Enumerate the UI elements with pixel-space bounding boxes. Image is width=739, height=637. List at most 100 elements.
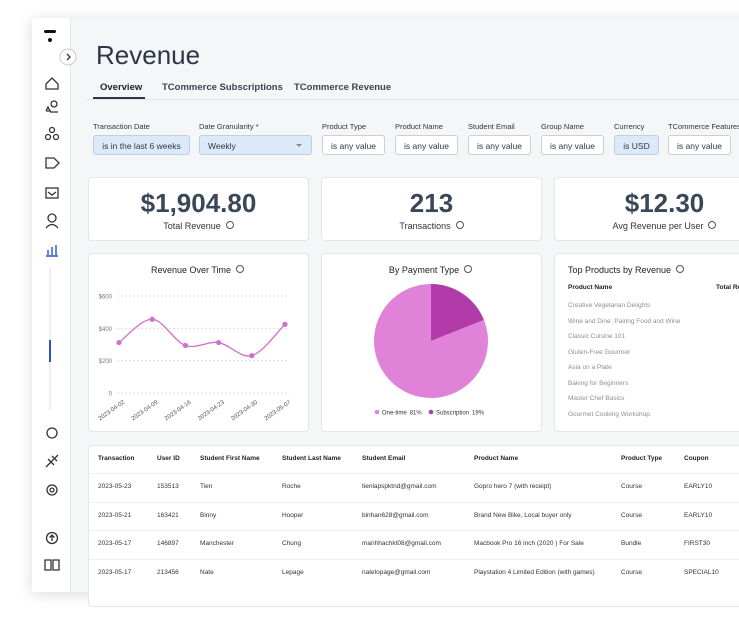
- x-tick-label: 2023-04-02: [98, 399, 127, 422]
- filter-input[interactable]: is any value: [322, 135, 385, 155]
- table-cell: Roche: [282, 483, 301, 490]
- table-cell: Lepage: [282, 569, 304, 577]
- x-tick-label: 2023-05-07: [264, 399, 293, 422]
- table-cell: Brand New Bike, Local buyer only: [474, 511, 572, 519]
- table-cell: Course: [621, 511, 642, 519]
- kpi-value: $1,904.80: [140, 188, 257, 218]
- tab[interactable]: TCommerce Subscriptions: [162, 82, 283, 93]
- product-name: Asia on a Plate: [568, 364, 612, 371]
- mail-icon[interactable]: [45, 187, 59, 199]
- filter-input[interactable]: is in the last 6 weeks: [93, 135, 190, 155]
- home-icon[interactable]: [45, 77, 59, 90]
- tab[interactable]: Overview: [100, 82, 143, 93]
- chart-title: Revenue Over Time: [88, 265, 307, 275]
- integrations-icon[interactable]: [45, 454, 59, 468]
- analytics-icon[interactable]: [46, 245, 58, 257]
- column-header: Product Name: [474, 455, 519, 462]
- courses-icon[interactable]: [45, 157, 60, 169]
- kpi-label-text: Total Revenue: [163, 221, 221, 231]
- point: [116, 339, 122, 346]
- filter-label: Date Granularity *: [199, 122, 259, 131]
- panel-card: [554, 253, 739, 432]
- table-cell: Manchester: [200, 540, 234, 548]
- point: [249, 353, 255, 359]
- table-cell: Hooper: [282, 511, 304, 519]
- profile-icon[interactable]: [47, 213, 57, 223]
- pie-chart: One-time 81% Subscription 19%: [374, 284, 488, 417]
- line: [118, 318, 286, 357]
- product-name: Baking for Beginners: [568, 379, 629, 387]
- table-cell: 2023-05-21: [98, 511, 132, 519]
- legend-label: Subscription 19%: [436, 411, 485, 417]
- groups-icon: [44, 133, 52, 141]
- product-name: Gourmet Cooking Workshop: [568, 410, 650, 418]
- column-header: Coupon: [684, 455, 709, 462]
- settings-icon[interactable]: [46, 484, 58, 496]
- users-icon[interactable]: [50, 100, 58, 108]
- pie-slice: [374, 284, 488, 398]
- info-icon[interactable]: [708, 221, 717, 229]
- settings-icon: [49, 487, 55, 493]
- panel-title-text: Top Products by Revenue: [568, 265, 672, 275]
- legend-swatch: [374, 409, 380, 415]
- chart-title-text: By Payment Type: [388, 265, 460, 275]
- table-cell: SPECIAL10: [684, 569, 719, 577]
- docs-icon[interactable]: [44, 559, 60, 571]
- table-cell: 213456: [157, 569, 179, 577]
- collapse-button[interactable]: [59, 48, 77, 66]
- kpi-card: $12.30 Avg Revenue per User: [554, 177, 739, 241]
- kpi-value: 213: [409, 188, 454, 218]
- table-card: [88, 445, 739, 607]
- row-divider: [89, 473, 739, 474]
- kpi-label: Transactions: [322, 221, 541, 231]
- filter-label: Group Name: [541, 122, 584, 131]
- x-tick-label: 2023-04-30: [230, 399, 259, 422]
- info-icon[interactable]: [455, 221, 464, 229]
- row-divider: [89, 501, 739, 503]
- upload-icon: [49, 534, 55, 541]
- kpi-label: Total Revenue: [89, 221, 308, 231]
- point: [182, 342, 188, 349]
- legend-value: 81%: [410, 411, 423, 417]
- filter-label: TCommerce Features: [668, 122, 739, 131]
- y-tick-label: $600: [99, 295, 113, 301]
- info-icon[interactable]: [676, 265, 685, 273]
- tabs-divider: [87, 99, 739, 100]
- point: [149, 316, 155, 322]
- table-cell: Nate: [200, 569, 214, 577]
- sidebar: [32, 18, 71, 592]
- y-tick-label: 0: [109, 392, 113, 398]
- table-cell: 153513: [157, 483, 179, 490]
- filter-input[interactable]: is any value: [668, 135, 731, 155]
- table-cell: tienlapspktnd@gmail.com: [362, 483, 437, 490]
- table-cell: Binny: [200, 511, 217, 519]
- upload-icon[interactable]: [45, 531, 59, 545]
- tab[interactable]: TCommerce Revenue: [294, 82, 392, 93]
- filter-input[interactable]: is any value: [468, 135, 531, 155]
- filter-label: Currency: [614, 122, 645, 131]
- table-cell: manhhachkt08@gmail.com: [362, 540, 441, 548]
- info-icon[interactable]: [225, 221, 234, 229]
- users-icon: [45, 105, 58, 113]
- row-divider: [89, 530, 739, 532]
- column-header: Total Revenue: [716, 284, 739, 291]
- table-cell: EARLY10: [684, 511, 713, 519]
- info-icon[interactable]: [236, 265, 245, 273]
- groups-icon[interactable]: [48, 126, 56, 134]
- column-header: User ID: [157, 455, 180, 462]
- filter-input[interactable]: is any value: [541, 135, 604, 155]
- x-tick-label: 2023-04-23: [197, 399, 226, 422]
- filter-input[interactable]: Weekly: [199, 135, 312, 155]
- account-icon[interactable]: [46, 427, 58, 439]
- table-cell: Tien: [200, 483, 213, 490]
- product-name: Gluten-Free Gourmet: [568, 348, 630, 356]
- info-icon[interactable]: [464, 265, 473, 273]
- profile-icon: [45, 223, 59, 229]
- filter-label: Product Type: [322, 122, 367, 131]
- filter-input[interactable]: is USD: [614, 135, 659, 155]
- filter-input[interactable]: is any value: [395, 135, 458, 155]
- legend-name: Subscription: [436, 411, 469, 417]
- product-name: Wine and Dine: Pairing Food and Wine: [568, 317, 681, 325]
- panel-title: Top Products by Revenue: [568, 265, 685, 275]
- filter-label: Transaction Date: [93, 122, 150, 131]
